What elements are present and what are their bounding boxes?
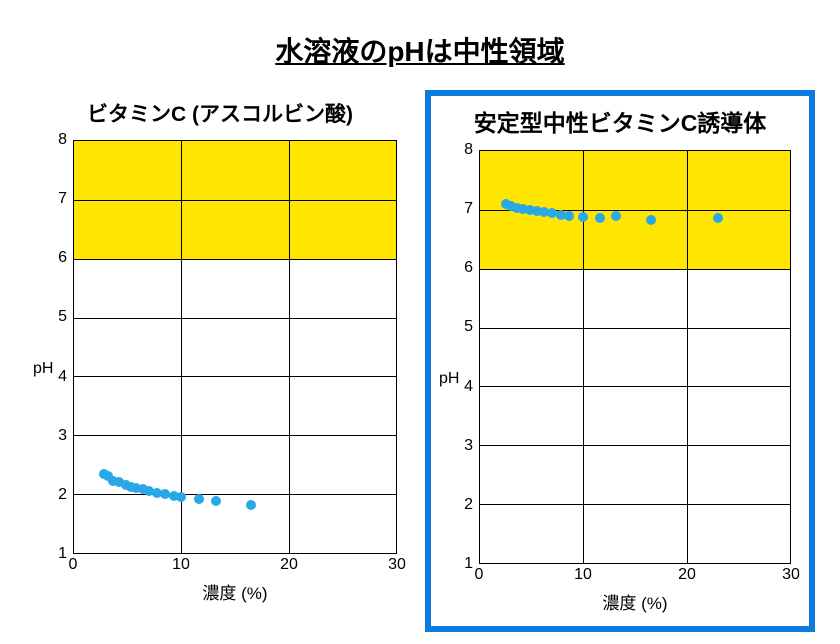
data-point — [211, 496, 221, 506]
left-plot-area — [73, 140, 397, 554]
charts-row: ビタミンC (アスコルビン酸) pH 12345678 0102030 濃度 (… — [0, 80, 840, 632]
x-tick-label: 10 — [574, 566, 592, 584]
left-x-ticks: 0102030 — [73, 556, 397, 576]
h-gridline — [480, 386, 790, 387]
left-plot-wrap: pH 12345678 0102030 濃度 (%) — [33, 134, 407, 604]
left-chart-title: ビタミンC (アスコルビン酸) — [33, 98, 407, 128]
x-tick-label: 30 — [782, 566, 800, 584]
h-gridline — [480, 269, 790, 270]
h-gridline — [74, 376, 396, 377]
x-tick-label: 20 — [678, 566, 696, 584]
h-gridline — [74, 494, 396, 495]
y-tick-label: 4 — [33, 368, 67, 386]
y-tick-label: 8 — [33, 131, 67, 149]
h-gridline — [480, 504, 790, 505]
x-tick-label: 0 — [475, 566, 484, 584]
right-plot-area — [479, 150, 791, 564]
left-y-ticks: 1 2 3 4 5 6 7 8 — [33, 134, 73, 604]
data-point — [713, 213, 723, 223]
x-tick-label: 20 — [280, 556, 298, 574]
y-tick-label: 2 — [33, 486, 67, 504]
h-gridline — [74, 435, 396, 436]
left-x-axis-label: 濃度 (%) — [73, 579, 397, 604]
y-tick-label: 5 — [439, 318, 473, 336]
x-tick-label: 0 — [69, 556, 78, 574]
y-tick-label: 6 — [439, 259, 473, 277]
h-gridline — [74, 200, 396, 201]
right-x-axis-label: 濃度 (%) — [479, 589, 791, 614]
y-tick-label: 6 — [33, 249, 67, 267]
v-gridline — [687, 151, 688, 563]
y-tick-label: 1 — [33, 545, 67, 563]
right-chart-panel: 安定型中性ビタミンC誘導体 pH 12345678 0102030 濃度 (%) — [425, 90, 815, 632]
data-point — [246, 500, 256, 510]
y-tick-label: 7 — [33, 190, 67, 208]
x-tick-label: 30 — [388, 556, 406, 574]
y-tick-label: 4 — [439, 378, 473, 396]
right-x-ticks: 0102030 — [479, 566, 791, 586]
data-point — [564, 211, 574, 221]
right-plot-wrap: pH 12345678 0102030 濃度 (%) — [439, 144, 801, 614]
data-point — [611, 211, 621, 221]
data-point — [194, 494, 204, 504]
h-gridline — [480, 328, 790, 329]
v-gridline — [289, 141, 290, 553]
h-gridline — [74, 259, 396, 260]
y-tick-label: 1 — [439, 555, 473, 573]
y-tick-label: 8 — [439, 141, 473, 159]
h-gridline — [74, 318, 396, 319]
right-chart-title: 安定型中性ビタミンC誘導体 — [439, 104, 801, 138]
y-tick-label: 5 — [33, 308, 67, 326]
data-point — [578, 212, 588, 222]
data-point — [595, 213, 605, 223]
y-tick-label: 7 — [439, 200, 473, 218]
h-gridline — [480, 445, 790, 446]
y-tick-label: 3 — [33, 427, 67, 445]
right-y-ticks: 1 2 3 4 5 6 7 8 — [439, 144, 479, 614]
y-tick-label: 3 — [439, 437, 473, 455]
left-chart-panel: ビタミンC (アスコルビン酸) pH 12345678 0102030 濃度 (… — [25, 90, 415, 632]
page-title: 水溶液のpHは中性領域 — [0, 0, 840, 80]
data-point — [176, 492, 186, 502]
x-tick-label: 10 — [172, 556, 190, 574]
y-tick-label: 2 — [439, 496, 473, 514]
data-point — [646, 215, 656, 225]
